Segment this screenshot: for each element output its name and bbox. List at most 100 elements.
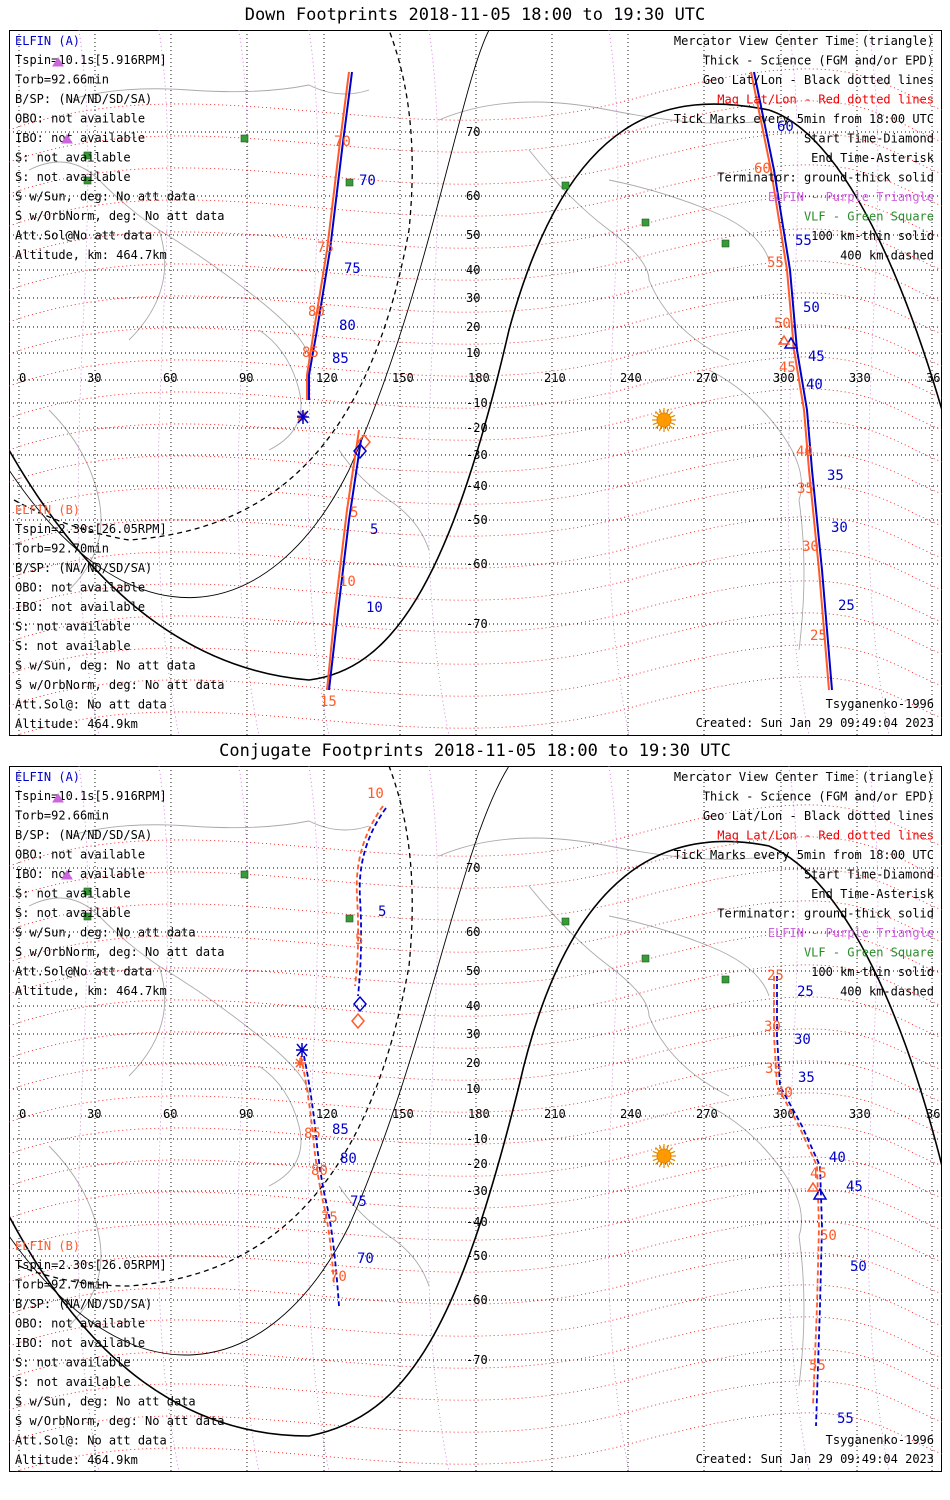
elfin-b-info-line: S w/Sun, deg: No att data — [15, 659, 196, 673]
center-triangle-a — [812, 1187, 828, 1200]
footprint-track-b-north — [354, 805, 384, 987]
legend-line: Mercator View Center Time (triangle) — [674, 770, 934, 784]
mag-lat-line-7 — [9, 292, 942, 355]
lon-tick-label: 300 — [773, 1107, 795, 1121]
mag-lat-line-18 — [9, 1380, 942, 1443]
footprint-track-a-north — [357, 807, 387, 997]
track-time-label: 85 — [304, 1126, 321, 1142]
mag-lat-line-8 — [9, 324, 942, 387]
mag-lat-line-2 — [9, 132, 942, 195]
lat-tick-label: -10 — [466, 1132, 488, 1146]
mag-lat-line-6 — [9, 996, 942, 1059]
panel-title-down: Down Footprints 2018-11-05 18:00 to 19:3… — [244, 5, 706, 25]
vlf-station-square — [721, 239, 730, 248]
created-timestamp: Created: Sun Jan 29 09:49:04 2023 — [696, 716, 934, 730]
start-diamond-a — [353, 442, 367, 460]
sun-ray — [658, 1144, 662, 1150]
elfin-a-info-line: Torb=92.66min — [15, 809, 109, 823]
coastlines — [28, 820, 805, 1387]
elfin-b-info-line: S w/OrbNorm, deg: No att data — [15, 1414, 225, 1428]
sun-ray — [666, 1162, 670, 1168]
elfin-a-info-line: Torb=92.66min — [15, 73, 109, 87]
elfin-purple-triangle — [52, 57, 64, 67]
lon-tick-label: 240 — [620, 1107, 642, 1121]
track-time-label: 15 — [320, 694, 337, 710]
elfin-a-info-line: Altitude, km: 464.7km — [15, 984, 167, 998]
terminator-ground — [9, 840, 942, 1437]
mag-lat-line-3 — [9, 900, 942, 963]
start-diamond-b — [351, 1012, 365, 1030]
elfin-a-info-line: OBO: not available — [15, 848, 145, 862]
elfin-b-header: ELFIN (B) — [15, 503, 80, 517]
track-time-label: 75 — [317, 240, 334, 256]
vlf-station-square — [641, 954, 650, 963]
vlf-station-square — [83, 176, 92, 185]
map-panel-down: 0 30 60 90 120 150 180 210 240 270 300 330 360 70 60 50… — [9, 30, 942, 736]
track-time-label: 80 — [339, 318, 356, 334]
sun-icon — [652, 1144, 676, 1168]
track-time-label: 5 — [370, 522, 378, 538]
track-time-label: 25 — [797, 984, 814, 1000]
track-time-label: 30 — [802, 539, 819, 555]
sun-ray — [652, 422, 658, 426]
elfin-a-info-line: S: not available — [15, 170, 131, 184]
track-time-label: 85 — [302, 345, 319, 361]
coastline-1 — [28, 897, 166, 1077]
lat-tick-label: 10 — [466, 1082, 480, 1096]
mag-lat-line-19 — [13, 1412, 942, 1472]
legend-line: End Time-Asterisk — [811, 887, 935, 901]
sun-ray — [670, 422, 676, 426]
lon-tick-label: 120 — [316, 371, 338, 385]
mag-lat-line-2 — [9, 868, 942, 931]
coastline-5 — [438, 101, 770, 124]
track-time-label: 25 — [810, 628, 827, 644]
elfin-a-info-line: S w/Sun, deg: No att data — [15, 190, 196, 204]
map-frame — [9, 30, 942, 736]
elfin-b-info-line: S: not available — [15, 1356, 131, 1370]
lat-tick-label: -10 — [466, 396, 488, 410]
lat-tick-label: 60 — [466, 189, 480, 203]
mag-lon-line-6 — [787, 30, 810, 736]
mag-lat-line-5 — [9, 964, 942, 1027]
terminator-400km — [13, 30, 413, 541]
mag-lat-line-19 — [13, 676, 942, 736]
legend-line: 100 km-thin solid — [811, 229, 934, 243]
elfin-b-info-line: Torb=92.70min — [15, 542, 109, 556]
track-time-label: 5 — [378, 904, 386, 920]
sun-icon — [652, 408, 676, 432]
mag-lat-line-11 — [9, 420, 942, 483]
mag-lat-line-17 — [9, 612, 942, 675]
track-time-label: 35 — [765, 1061, 782, 1077]
sun-ray — [652, 1150, 658, 1154]
legend-line: Mercator View Center Time (triangle) — [674, 34, 934, 48]
lon-tick-label: 330 — [849, 1107, 871, 1121]
track-time-label: 80 — [311, 1163, 328, 1179]
model-name: Tsyganenko-1996 — [826, 1433, 934, 1447]
coastline-9 — [338, 449, 430, 551]
coastline-9 — [338, 1185, 430, 1287]
lon-tick-label: 330 — [849, 371, 871, 385]
elfin-b-info-line: Altitude: 464.9km — [15, 1453, 138, 1467]
sun-ray — [655, 1160, 660, 1165]
track-time-label: 70 — [357, 1251, 374, 1267]
legend-line: Mag Lat/Lon - Red dotted lines — [717, 829, 934, 843]
lat-tick-label: -30 — [466, 1184, 488, 1198]
footprint-track-a-asia — [308, 71, 353, 400]
mag-lat-line-11 — [9, 1156, 942, 1219]
legend-line: VLF - Green Square — [804, 946, 934, 960]
lon-tick-label: 0 — [19, 371, 26, 385]
lon-tick-label: 240 — [620, 371, 642, 385]
sun-ray — [655, 411, 660, 416]
sun-ray — [658, 426, 662, 432]
mag-lon-line-2 — [237, 766, 260, 1472]
track-time-label: 45 — [808, 349, 825, 365]
vlf-station-square — [561, 181, 570, 190]
track-time-label: 25 — [767, 968, 784, 984]
mag-lat-line-10 — [9, 388, 942, 451]
created-timestamp: Created: Sun Jan 29 09:49:04 2023 — [696, 1452, 934, 1466]
legend-line: Geo Lat/Lon - Black dotted lines — [703, 73, 934, 87]
map-frame — [9, 766, 942, 1472]
elfin-b-info-line: IBO: not available — [15, 1336, 145, 1350]
footprint-track-b-south — [326, 429, 360, 691]
sun-ray — [670, 414, 676, 418]
